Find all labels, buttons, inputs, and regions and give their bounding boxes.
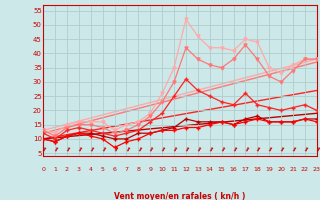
Text: ⬆: ⬆: [242, 147, 249, 153]
Text: ⬆: ⬆: [254, 147, 260, 153]
Text: ⬆: ⬆: [195, 147, 201, 153]
Text: ⬆: ⬆: [314, 147, 320, 153]
Text: ⬆: ⬆: [206, 147, 213, 153]
Text: ⬆: ⬆: [302, 147, 308, 153]
Text: ⬆: ⬆: [159, 147, 165, 153]
Text: ⬆: ⬆: [266, 147, 272, 153]
Text: ⬆: ⬆: [40, 147, 46, 153]
Text: ⬆: ⬆: [100, 147, 106, 153]
Text: ⬆: ⬆: [278, 147, 284, 153]
Text: ⬆: ⬆: [171, 147, 177, 153]
Text: ⬆: ⬆: [290, 147, 296, 153]
Text: ⬆: ⬆: [183, 147, 189, 153]
Text: ⬆: ⬆: [147, 147, 154, 153]
Text: ⬆: ⬆: [111, 147, 118, 153]
Text: ⬆: ⬆: [135, 147, 142, 153]
Text: ⬆: ⬆: [123, 147, 130, 153]
Text: ⬆: ⬆: [230, 147, 237, 153]
Text: ⬆: ⬆: [88, 147, 94, 153]
X-axis label: Vent moyen/en rafales ( kn/h ): Vent moyen/en rafales ( kn/h ): [114, 192, 246, 200]
Text: ⬆: ⬆: [76, 147, 82, 153]
Text: ⬆: ⬆: [64, 147, 70, 153]
Text: ⬆: ⬆: [52, 147, 58, 153]
Text: ⬆: ⬆: [218, 147, 225, 153]
